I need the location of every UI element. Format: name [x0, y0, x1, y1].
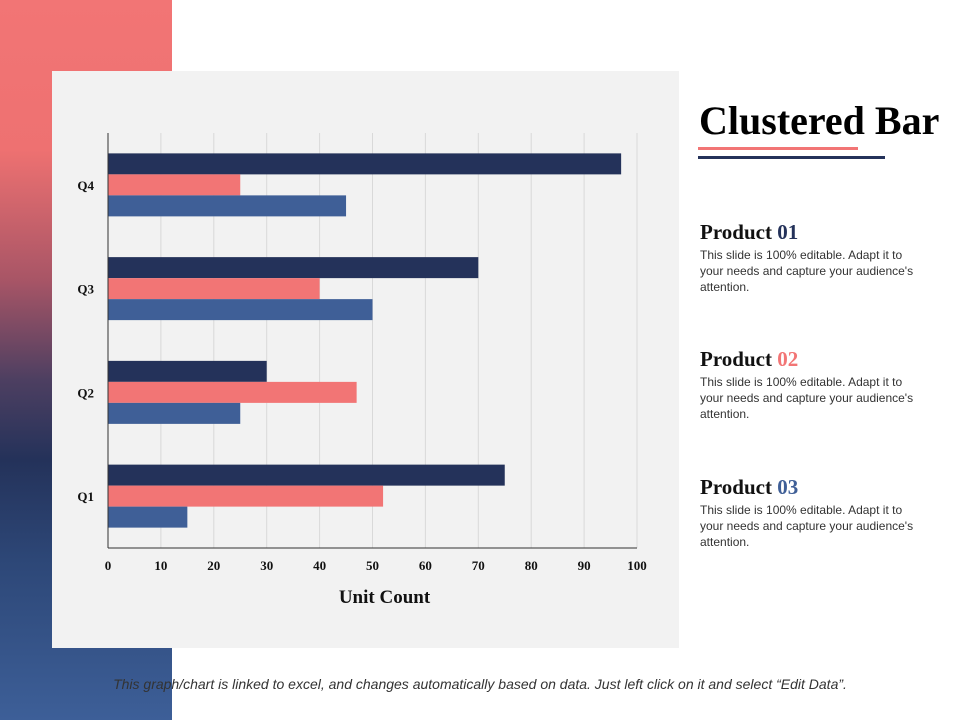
legend-product-02: Product 02 This slide is 100% editable. …: [700, 347, 920, 422]
legend-number: 02: [777, 347, 799, 371]
y-tick-label: Q1: [77, 489, 94, 504]
legend-number: 03: [777, 475, 799, 499]
legend-description: This slide is 100% editable. Adapt it to…: [700, 248, 914, 294]
x-tick-label: 0: [105, 558, 112, 573]
y-tick-label: Q4: [77, 178, 94, 193]
x-axis-title: Unit Count: [339, 587, 431, 608]
chart-panel: Q1 Q2 Q3 Q4 0 10 20 30 40 50 60 70 80 90 100 Unit Count: [52, 71, 679, 648]
bar-q1-product-01: [108, 464, 505, 486]
bar-q2-product-02: [108, 381, 357, 403]
x-tick-label: 70: [472, 558, 485, 573]
x-tick-label: 80: [525, 558, 538, 573]
bar-q2-product-01: [108, 360, 267, 382]
clustered-bar-chart: Q1 Q2 Q3 Q4 0 10 20 30 40 50 60 70 80 90 100 Unit Count: [77, 133, 647, 608]
legend-heading: Product 02: [700, 347, 920, 371]
footer-note: This graph/chart is linked to excel, and…: [113, 676, 847, 692]
bar-q4-product-01: [108, 153, 622, 175]
legend-label: Product: [700, 220, 772, 244]
y-tick-label: Q2: [77, 385, 94, 400]
x-tick-label: 90: [578, 558, 591, 573]
title-underline-navy: [698, 156, 885, 159]
legend-number: 01: [777, 220, 799, 244]
legend-product-03: Product 03 This slide is 100% editable. …: [700, 475, 920, 550]
bar-q3-product-03: [108, 299, 373, 321]
x-tick-label: 30: [260, 558, 273, 573]
bar-q3-product-02: [108, 278, 320, 300]
bar-q4-product-02: [108, 174, 241, 196]
bar-q1-product-02: [108, 485, 384, 507]
bar-q1-product-03: [108, 506, 188, 528]
legend-product-01: Product 01 This slide is 100% editable. …: [700, 220, 920, 295]
bar-q2-product-03: [108, 402, 241, 424]
slide-title: Clustered Bar: [699, 98, 940, 143]
legend-heading: Product 03: [700, 475, 920, 499]
x-tick-label: 20: [207, 558, 220, 573]
x-tick-label: 60: [419, 558, 432, 573]
x-tick-label: 50: [366, 558, 379, 573]
legend-label: Product: [700, 347, 772, 371]
x-tick-label: 10: [154, 558, 167, 573]
title-underline-pink: [698, 147, 858, 150]
legend-heading: Product 01: [700, 220, 920, 244]
y-tick-label: Q3: [77, 282, 94, 297]
legend-description: This slide is 100% editable. Adapt it to…: [700, 375, 914, 421]
x-tick-label: 40: [313, 558, 326, 573]
bar-q4-product-03: [108, 195, 347, 217]
legend-description: This slide is 100% editable. Adapt it to…: [700, 503, 914, 549]
x-tick-label: 100: [627, 558, 647, 573]
bar-q3-product-01: [108, 257, 479, 279]
legend-label: Product: [700, 475, 772, 499]
